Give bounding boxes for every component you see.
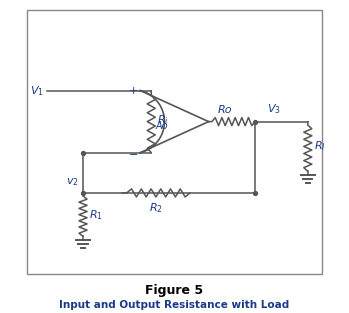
Text: Ro: Ro xyxy=(218,105,232,115)
Text: Figure 5: Figure 5 xyxy=(146,285,203,297)
Text: Input and Output Resistance with Load: Input and Output Resistance with Load xyxy=(59,300,290,310)
Text: $R_2$: $R_2$ xyxy=(149,202,163,215)
Text: $R_1$: $R_1$ xyxy=(89,208,103,222)
Text: Ao: Ao xyxy=(156,121,169,131)
Text: $R_l$: $R_l$ xyxy=(314,140,326,153)
Text: $V_1$: $V_1$ xyxy=(30,84,44,98)
Text: $v_2$: $v_2$ xyxy=(66,177,79,188)
Text: $R_i$: $R_i$ xyxy=(157,113,169,127)
Text: $+$: $+$ xyxy=(128,85,138,96)
Text: $-$: $-$ xyxy=(128,148,138,158)
Text: $V_3$: $V_3$ xyxy=(267,102,281,116)
